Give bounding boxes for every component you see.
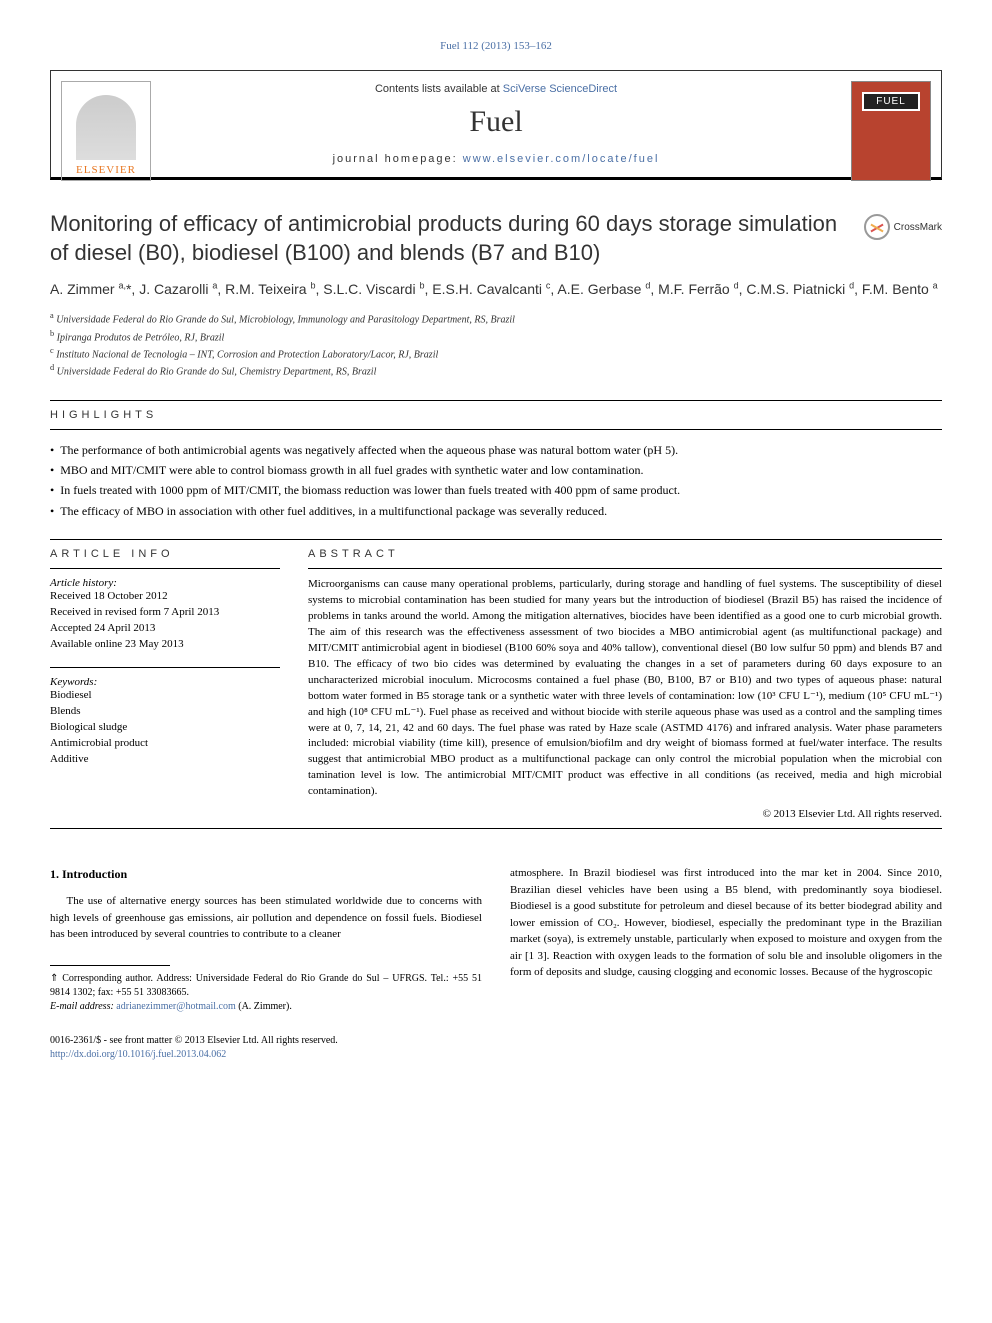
corr-address: ⇑ Corresponding author. Address: Univers…	[50, 972, 482, 1000]
history-line: Available online 23 May 2013	[50, 637, 280, 653]
contents-prefix: Contents lists available at	[375, 83, 503, 95]
highlight-item: The efficacy of MBO in association with …	[50, 501, 942, 521]
homepage-link[interactable]: www.elsevier.com/locate/fuel	[463, 153, 660, 165]
highlight-item: The performance of both antimicrobial ag…	[50, 440, 942, 460]
crossmark-icon	[864, 214, 890, 240]
divider	[50, 667, 280, 668]
corr-email-link[interactable]: adrianezimmer@hotmail.com	[116, 1001, 235, 1012]
cover-title: FUEL	[862, 92, 920, 111]
keyword-item: Antimicrobial product	[50, 736, 280, 752]
article-info-heading: ARTICLE INFO	[50, 548, 280, 560]
history-label: Article history:	[50, 577, 280, 589]
copyright-line: © 2013 Elsevier Ltd. All rights reserved…	[308, 808, 942, 820]
affiliation-line: b Ipiranga Produtos de Petróleo, RJ, Bra…	[50, 328, 942, 345]
article-history: Received 18 October 2012Received in revi…	[50, 589, 280, 653]
journal-title: Fuel	[51, 105, 941, 139]
doi-block: 0016-2361/$ - see front matter © 2013 El…	[50, 1034, 482, 1062]
affiliation-line: d Universidade Federal do Rio Grande do …	[50, 362, 942, 379]
publisher-name: ELSEVIER	[76, 164, 136, 176]
contents-line: Contents lists available at SciVerse Sci…	[51, 83, 941, 95]
keywords-label: Keywords:	[50, 676, 280, 688]
doi-link[interactable]: http://dx.doi.org/10.1016/j.fuel.2013.04…	[50, 1049, 226, 1060]
body-column-left: 1. Introduction The use of alternative e…	[50, 865, 482, 1062]
history-line: Received in revised form 7 April 2013	[50, 605, 280, 621]
affiliations: a Universidade Federal do Rio Grande do …	[50, 310, 942, 379]
article-info-column: ARTICLE INFO Article history: Received 1…	[50, 548, 280, 820]
homepage-line: journal homepage: www.elsevier.com/locat…	[51, 153, 941, 165]
history-line: Received 18 October 2012	[50, 589, 280, 605]
body-column-right: atmosphere. In Brazil biodiesel was firs…	[510, 865, 942, 1062]
divider	[308, 568, 942, 569]
keyword-item: Additive	[50, 752, 280, 768]
corresponding-author-footnote: ⇑ Corresponding author. Address: Univers…	[50, 972, 482, 1014]
divider	[50, 429, 942, 430]
divider	[50, 539, 942, 540]
introduction-heading: 1. Introduction	[50, 865, 482, 883]
keywords-list: BiodieselBlendsBiological sludgeAntimicr…	[50, 688, 280, 768]
highlight-item: In fuels treated with 1000 ppm of MIT/CM…	[50, 480, 942, 500]
crossmark-label: CrossMark	[894, 222, 942, 233]
elsevier-tree-icon	[76, 95, 136, 160]
issn-line: 0016-2361/$ - see front matter © 2013 El…	[50, 1034, 482, 1048]
divider	[50, 400, 942, 401]
email-label: E-mail address:	[50, 1001, 116, 1012]
abstract-heading: ABSTRACT	[308, 548, 942, 560]
highlights-heading: HIGHLIGHTS	[50, 409, 942, 421]
keyword-item: Blends	[50, 704, 280, 720]
highlight-item: MBO and MIT/CMIT were able to control bi…	[50, 460, 942, 480]
divider	[50, 568, 280, 569]
abstract-text: Microorganisms can cause many operationa…	[308, 577, 942, 800]
journal-header: ELSEVIER FUEL Contents lists available a…	[50, 70, 942, 180]
authors-list: A. Zimmer a,*, J. Cazarolli a, R.M. Teix…	[50, 279, 942, 300]
sciencedirect-link[interactable]: SciVerse ScienceDirect	[503, 83, 617, 95]
keyword-item: Biological sludge	[50, 720, 280, 736]
journal-cover-thumbnail[interactable]: FUEL	[851, 81, 931, 181]
abstract-column: ABSTRACT Microorganisms can cause many o…	[308, 548, 942, 820]
history-line: Accepted 24 April 2013	[50, 621, 280, 637]
highlights-block: The performance of both antimicrobial ag…	[50, 440, 942, 522]
article-title: Monitoring of efficacy of antimicrobial …	[50, 210, 848, 267]
homepage-prefix: journal homepage:	[333, 153, 463, 165]
crossmark-badge[interactable]: CrossMark	[864, 214, 942, 240]
affiliation-line: c Instituto Nacional de Tecnologia – INT…	[50, 345, 942, 362]
intro-paragraph-right: atmosphere. In Brazil biodiesel was firs…	[510, 865, 942, 981]
divider	[50, 828, 942, 829]
journal-reference: Fuel 112 (2013) 153–162	[50, 40, 942, 52]
footnote-divider	[50, 965, 170, 966]
affiliation-line: a Universidade Federal do Rio Grande do …	[50, 310, 942, 327]
publisher-logo[interactable]: ELSEVIER	[61, 81, 151, 181]
keyword-item: Biodiesel	[50, 688, 280, 704]
corr-email-suffix: (A. Zimmer).	[236, 1001, 292, 1012]
intro-paragraph-left: The use of alternative energy sources ha…	[50, 893, 482, 943]
